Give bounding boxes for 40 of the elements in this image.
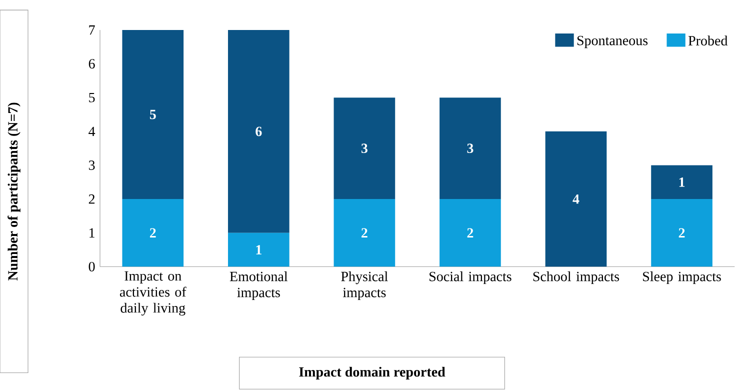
bar: [122, 199, 184, 267]
bar: [334, 199, 396, 267]
bar: [228, 30, 290, 233]
bar: [122, 30, 184, 200]
x-tick-label: Sleep impacts: [643, 271, 721, 284]
y-tick-label: 0: [88, 262, 95, 272]
bar: [440, 199, 501, 267]
x-axis-title: Impact domain reported: [299, 366, 446, 380]
bar: [228, 232, 290, 267]
y-tick-label: 2: [88, 194, 95, 204]
data-label: 3: [467, 144, 474, 154]
data-label: 4: [572, 194, 580, 204]
x-tick-label: Impact on activities of daily living: [120, 271, 186, 316]
data-label: 1: [679, 178, 685, 187]
bar: [440, 98, 501, 200]
x-tick-label: Physical impacts: [341, 271, 388, 300]
data-label: 5: [150, 110, 156, 120]
data-label: 1: [256, 245, 262, 254]
y-tick-label: 6: [88, 59, 95, 69]
data-label: 3: [361, 144, 368, 154]
data-label: 2: [678, 228, 685, 238]
legend-label: Spontaneous: [577, 36, 648, 48]
y-axis-title: Number of participants (N=7): [8, 102, 20, 280]
x-tick-label: Social impacts: [430, 271, 512, 284]
y-tick-label: 7: [89, 25, 95, 35]
bar: [651, 165, 712, 200]
bar: [334, 98, 396, 200]
x-tick-label: School impacts: [533, 271, 620, 284]
data-label: 2: [362, 228, 368, 238]
bar: [545, 131, 607, 267]
data-label: 2: [150, 228, 156, 238]
x-tick-label: Emotional impacts: [230, 271, 288, 300]
y-tick-label: 3: [88, 160, 95, 170]
y-tick-label: 1: [90, 228, 94, 238]
bar: [651, 199, 712, 267]
data-label: 2: [467, 228, 474, 238]
y-tick-label: 5: [89, 92, 95, 102]
y-tick-label: 4: [88, 126, 96, 136]
legend-label: Probed: [688, 36, 728, 46]
data-label: 6: [256, 126, 262, 136]
